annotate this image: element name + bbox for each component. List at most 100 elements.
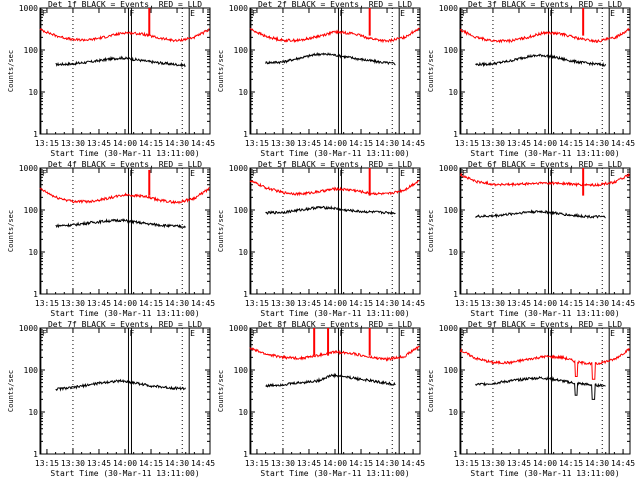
y-tick-label: 1000 [229, 164, 248, 173]
events-series-line [265, 205, 396, 216]
lld-series-line [459, 172, 630, 188]
x-tick-label: 13:45 [507, 299, 531, 308]
panel-title: Det 4f BLACK = Events, RED = LLD [48, 160, 202, 169]
lld-series-line [39, 187, 210, 205]
x-tick-label: 14:15 [139, 139, 163, 148]
y-tick-label: 10 [28, 248, 38, 257]
plot-frame [459, 327, 631, 455]
x-tick-label: 13:15 [245, 459, 269, 468]
y-tick-label: 1000 [19, 4, 38, 13]
flag-label: E [400, 169, 405, 178]
events-series-line [475, 209, 606, 220]
y-tick-label: 1 [33, 450, 38, 459]
flag-label: F [252, 169, 257, 178]
flag-label: F [252, 9, 257, 18]
y-tick-label: 100 [24, 46, 39, 55]
plot-frame [249, 327, 421, 455]
flag-label: F [549, 9, 554, 18]
x-tick-label: 13:45 [507, 459, 531, 468]
x-tick-label: 14:00 [533, 459, 557, 468]
x-tick-label: 14:30 [585, 459, 609, 468]
flag-label: F [129, 9, 134, 18]
panel-title: Det 8f BLACK = Events, RED = LLD [258, 320, 412, 329]
lld-series-line [249, 345, 420, 362]
x-tick-label: 14:00 [323, 459, 347, 468]
x-tick-label: 14:30 [585, 299, 609, 308]
x-tick-label: 14:30 [375, 299, 399, 308]
flag-label: E [400, 9, 405, 18]
y-tick-label: 1000 [439, 324, 458, 333]
plot-frame [39, 7, 211, 135]
panel-title: Det 6f BLACK = Events, RED = LLD [468, 160, 622, 169]
x-tick-label: 13:30 [61, 459, 85, 468]
x-tick-label: 14:15 [349, 459, 373, 468]
x-tick-label: 13:30 [271, 459, 295, 468]
lld-series-line [459, 347, 630, 380]
x-tick-label: 14:30 [375, 139, 399, 148]
events-series-line [475, 375, 606, 400]
x-tick-label: 13:15 [455, 459, 479, 468]
flag-label: E [610, 9, 615, 18]
x-axis-label: Start Time (30-Mar-11 13:11:00) [260, 469, 409, 478]
y-tick-label: 100 [24, 366, 39, 375]
y-tick-label: 100 [24, 206, 39, 215]
events-series-line [55, 378, 186, 392]
y-tick-label: 100 [234, 206, 249, 215]
y-tick-label: 100 [234, 366, 249, 375]
x-axis-label: Start Time (30-Mar-11 13:11:00) [260, 149, 409, 158]
y-tick-label: 10 [28, 408, 38, 417]
x-tick-label: 13:15 [35, 139, 59, 148]
y-tick-label: 1000 [229, 324, 248, 333]
flag-label: F [42, 9, 47, 18]
y-axis-label: Counts/sec [217, 50, 225, 92]
x-tick-label: 14:30 [585, 139, 609, 148]
y-axis-label: Counts/sec [217, 210, 225, 252]
flag-label: E [610, 329, 615, 338]
x-axis-label: Start Time (30-Mar-11 13:11:00) [470, 469, 619, 478]
y-axis-label: Counts/sec [427, 210, 435, 252]
y-tick-label: 10 [238, 408, 248, 417]
x-tick-label: 14:45 [611, 299, 635, 308]
lld-series-line [249, 179, 420, 197]
x-tick-label: 13:15 [455, 299, 479, 308]
flag-label: E [190, 169, 195, 178]
x-tick-label: 14:45 [191, 299, 215, 308]
flag-label: F [462, 329, 467, 338]
flag-label: F [339, 329, 344, 338]
x-tick-label: 14:45 [191, 139, 215, 148]
lld-series-line [249, 27, 420, 44]
y-tick-label: 10 [448, 88, 458, 97]
x-tick-label: 13:30 [61, 299, 85, 308]
x-tick-label: 14:00 [113, 139, 137, 148]
flag-label: F [339, 169, 344, 178]
x-tick-label: 14:15 [559, 139, 583, 148]
lld-series-line [39, 28, 210, 43]
x-tick-label: 14:45 [611, 459, 635, 468]
x-tick-label: 13:45 [297, 139, 321, 148]
x-tick-label: 13:30 [271, 139, 295, 148]
y-tick-label: 100 [444, 46, 459, 55]
x-tick-label: 14:45 [401, 139, 425, 148]
y-tick-label: 1 [243, 130, 248, 139]
y-axis-label: Counts/sec [7, 50, 15, 92]
panel-title: Det 1f BLACK = Events, RED = LLD [48, 0, 202, 9]
plot-frame [39, 327, 211, 455]
panel-title: Det 7f BLACK = Events, RED = LLD [48, 320, 202, 329]
x-tick-label: 14:45 [611, 139, 635, 148]
x-tick-label: 13:45 [87, 459, 111, 468]
x-tick-label: 13:45 [297, 459, 321, 468]
flag-label: F [339, 9, 344, 18]
y-tick-label: 1 [243, 450, 248, 459]
x-axis-label: Start Time (30-Mar-11 13:11:00) [50, 149, 199, 158]
plot-frame [39, 167, 211, 295]
y-tick-label: 1 [33, 290, 38, 299]
plot-frame [249, 7, 421, 135]
x-tick-label: 14:30 [375, 459, 399, 468]
y-tick-label: 100 [444, 366, 459, 375]
x-tick-label: 13:30 [481, 139, 505, 148]
events-series-line [265, 372, 396, 388]
x-tick-label: 14:15 [349, 299, 373, 308]
x-tick-label: 14:15 [559, 459, 583, 468]
